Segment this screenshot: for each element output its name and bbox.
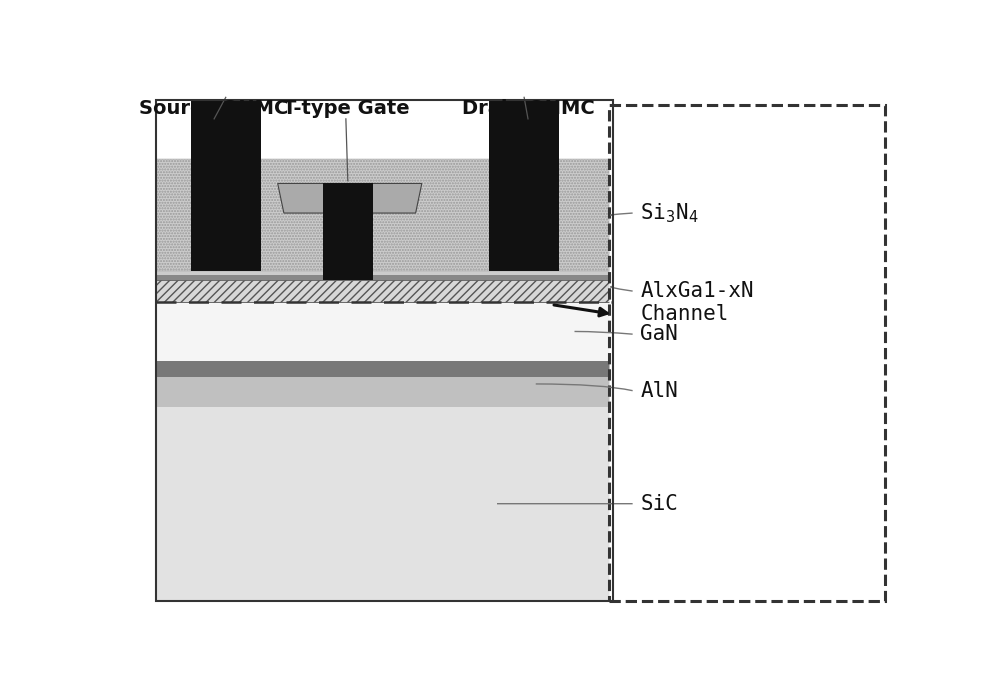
Bar	[156, 302, 613, 361]
Bar	[323, 213, 373, 280]
Bar	[156, 377, 613, 407]
Bar	[156, 361, 613, 377]
Bar	[156, 275, 613, 280]
Bar	[156, 407, 613, 600]
Bar	[323, 183, 373, 280]
Text: SiC: SiC	[640, 493, 678, 514]
Bar	[156, 159, 613, 271]
Text: GaN: GaN	[640, 324, 678, 344]
Bar	[156, 280, 613, 302]
Text: T-type Gate: T-type Gate	[283, 99, 409, 117]
Text: AlxGa1-xN: AlxGa1-xN	[640, 281, 754, 301]
Text: Source OHMC: Source OHMC	[139, 99, 289, 117]
Bar	[609, 106, 885, 600]
Bar	[489, 100, 559, 271]
Bar	[156, 100, 613, 600]
Polygon shape	[278, 183, 422, 213]
Bar	[191, 100, 261, 271]
Text: Drain OHMC: Drain OHMC	[462, 99, 594, 117]
Bar	[156, 271, 613, 275]
Text: Channel: Channel	[640, 304, 729, 324]
Text: Si$_3$N$_4$: Si$_3$N$_4$	[640, 201, 699, 225]
Text: AlN: AlN	[640, 381, 678, 401]
Bar	[156, 159, 613, 271]
